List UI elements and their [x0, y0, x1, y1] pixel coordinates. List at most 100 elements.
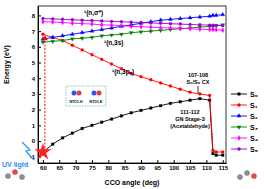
x-tick-label: 100 — [169, 165, 180, 171]
series-marker — [215, 27, 218, 32]
x-tick: 105 — [186, 160, 197, 171]
x-tick-label: 110 — [202, 165, 212, 171]
legend-marker — [238, 93, 241, 96]
y-tick-mark — [38, 141, 41, 142]
series-marker — [169, 102, 172, 105]
series-marker — [61, 34, 65, 37]
x-tick-mark — [157, 160, 158, 163]
series-marker — [61, 39, 65, 42]
y-tick-label: 1 — [32, 123, 36, 129]
series-marker — [214, 13, 218, 16]
decorations — [5, 35, 256, 179]
legend-label: S₃ — [250, 124, 258, 131]
x-tick-label: 70 — [73, 165, 80, 171]
molecule-atom — [5, 173, 10, 178]
legend-marker — [237, 103, 240, 106]
x-tick-mark — [125, 160, 126, 163]
series-marker — [110, 20, 113, 23]
y-tick: 6 — [32, 44, 41, 50]
y-axis: -1012345678 — [30, 7, 41, 164]
arrow-head — [42, 35, 48, 40]
series-marker — [61, 137, 64, 140]
x-axis: 6065707580859095100105110115 — [39, 160, 229, 171]
series-marker — [221, 154, 224, 157]
series-marker — [179, 26, 182, 31]
series-marker — [168, 17, 172, 20]
series-marker — [189, 26, 192, 31]
series-marker — [91, 22, 94, 27]
x-tick: 100 — [169, 160, 180, 171]
annotation: GN Stage-3 — [175, 116, 205, 122]
legend-label: S₁ — [250, 102, 258, 109]
x-tick-mark — [206, 160, 207, 163]
series-marker — [198, 27, 201, 32]
y-tick: 8 — [32, 13, 41, 19]
y-tick-mark — [38, 125, 41, 126]
series-marker — [100, 121, 103, 124]
series-marker — [130, 24, 133, 29]
y-tick-mark — [38, 78, 41, 79]
series-marker — [221, 24, 225, 27]
series-marker — [159, 81, 162, 84]
series-marker — [215, 154, 218, 157]
y-tick-mark — [38, 31, 41, 32]
series-marker — [51, 36, 54, 39]
y-tick-label: 0 — [32, 138, 36, 144]
nto-orbital — [72, 91, 77, 96]
x-tick-label: 85 — [122, 165, 129, 171]
x-tick-label: 105 — [186, 165, 197, 171]
series-marker — [61, 39, 64, 42]
series-marker — [110, 63, 113, 66]
legend-line — [231, 94, 247, 95]
y-tick-mark — [38, 63, 41, 64]
series-marker — [71, 132, 74, 135]
series-marker — [179, 100, 182, 103]
molecule-atom — [12, 169, 17, 174]
nto-inset — [66, 86, 106, 106]
x-tick-mark — [174, 160, 175, 163]
series-marker — [139, 31, 143, 34]
y-tick: 4 — [32, 76, 41, 82]
series-marker — [90, 29, 94, 32]
series-marker — [149, 78, 152, 81]
series-marker — [221, 28, 224, 33]
x-tick: 95 — [154, 160, 161, 171]
series-marker — [140, 24, 143, 29]
x-tick-label: 90 — [138, 165, 145, 171]
series-marker — [189, 99, 192, 102]
series-marker — [90, 19, 93, 22]
series-marker — [81, 48, 84, 51]
series-marker — [51, 143, 54, 146]
series-marker — [179, 88, 182, 91]
y-tick: 3 — [32, 91, 41, 97]
legend-marker — [237, 113, 242, 117]
series-marker — [80, 30, 84, 33]
x-tick: 90 — [138, 160, 145, 171]
series-marker — [169, 85, 172, 88]
y-tick-label: 7 — [32, 29, 36, 35]
annotation: ¹(n,σ*) — [84, 9, 103, 17]
series-line — [43, 25, 223, 42]
x-tick-mark — [141, 160, 142, 163]
series-marker — [198, 92, 201, 95]
series-marker — [169, 22, 172, 25]
x-tick: 65 — [56, 160, 63, 171]
series-marker — [130, 21, 133, 24]
x-tick-mark — [43, 160, 44, 163]
series-line — [43, 34, 223, 152]
legend: S₀S₁S₂S₃S₄S₅ — [231, 91, 258, 153]
series-marker — [215, 24, 218, 27]
series-marker — [81, 127, 84, 130]
series-marker — [198, 15, 202, 18]
x-tick-mark — [190, 160, 191, 163]
y-axis-title: Energy (eV) — [3, 45, 11, 84]
x-tick-mark — [59, 160, 60, 163]
annotation: ¹(n,3pᵧ) — [112, 68, 134, 76]
series-marker — [81, 19, 84, 22]
series-marker — [100, 22, 103, 27]
x-tick: 85 — [122, 160, 129, 171]
y-axis-line — [38, 7, 39, 164]
series-marker — [149, 25, 152, 30]
molecule-atom — [244, 170, 249, 175]
x-tick: 75 — [89, 160, 96, 171]
